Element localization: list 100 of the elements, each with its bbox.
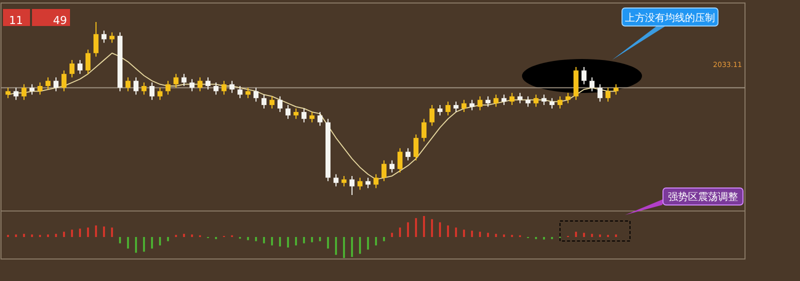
candlestick bbox=[86, 49, 90, 74]
candlestick bbox=[454, 101, 458, 112]
bar bbox=[63, 232, 65, 237]
candlestick bbox=[542, 94, 546, 106]
bar bbox=[399, 228, 401, 237]
bar bbox=[375, 237, 377, 246]
candlestick bbox=[54, 76, 58, 92]
bar bbox=[471, 230, 473, 237]
candlestick bbox=[510, 92, 514, 106]
candlestick bbox=[78, 60, 82, 74]
candlestick bbox=[478, 96, 482, 111]
bar bbox=[415, 218, 417, 237]
bar bbox=[615, 234, 617, 237]
bar bbox=[327, 237, 329, 249]
candlestick bbox=[222, 80, 226, 96]
bar bbox=[23, 234, 25, 237]
bar bbox=[71, 230, 73, 237]
bar bbox=[359, 237, 361, 254]
bar bbox=[143, 237, 145, 252]
candlestick bbox=[566, 92, 570, 104]
candlestick bbox=[494, 94, 498, 108]
candlestick bbox=[174, 73, 178, 88]
bar bbox=[543, 237, 545, 240]
candlestick bbox=[582, 66, 586, 85]
bar bbox=[583, 232, 585, 237]
bar bbox=[135, 237, 137, 253]
annotation: 49 bbox=[53, 14, 67, 27]
candlestick bbox=[318, 111, 322, 126]
candlestick bbox=[286, 104, 290, 120]
bar bbox=[183, 234, 185, 237]
bar bbox=[599, 234, 601, 237]
bar bbox=[447, 225, 449, 237]
candlestick bbox=[534, 94, 538, 108]
bar bbox=[119, 237, 121, 244]
bar bbox=[383, 237, 385, 242]
candlestick bbox=[190, 78, 194, 92]
bar bbox=[431, 219, 433, 237]
bar bbox=[575, 232, 577, 237]
candlestick bbox=[134, 76, 138, 96]
candlestick bbox=[342, 175, 346, 187]
candlestick bbox=[150, 82, 154, 100]
candlestick bbox=[46, 76, 50, 90]
bar bbox=[591, 234, 593, 237]
bar bbox=[351, 237, 353, 257]
candlestick bbox=[158, 87, 162, 100]
candlestick bbox=[30, 84, 34, 96]
candlestick bbox=[246, 87, 250, 99]
bar bbox=[279, 237, 281, 246]
candlestick bbox=[606, 87, 610, 102]
candlestick bbox=[262, 94, 266, 109]
candlestick bbox=[102, 30, 106, 44]
candlestick bbox=[110, 32, 114, 44]
candlestick bbox=[6, 87, 10, 99]
bar bbox=[103, 226, 105, 237]
candlestick bbox=[270, 96, 274, 109]
candlestick bbox=[462, 99, 466, 112]
candlestick bbox=[422, 118, 426, 142]
candlestick bbox=[470, 99, 474, 111]
candlestick bbox=[198, 76, 202, 92]
candlestick bbox=[126, 76, 130, 92]
candlestick bbox=[254, 87, 258, 102]
bar bbox=[191, 234, 193, 237]
bar bbox=[31, 234, 33, 237]
bar bbox=[311, 237, 313, 242]
candlestick bbox=[238, 86, 242, 99]
candlestick bbox=[502, 94, 506, 106]
bar bbox=[127, 237, 129, 249]
text: 强势区震荡调整 bbox=[668, 191, 738, 203]
bar bbox=[111, 228, 113, 237]
bar bbox=[95, 225, 97, 237]
bar bbox=[407, 222, 409, 237]
bar bbox=[151, 237, 153, 249]
candlestick bbox=[142, 82, 146, 96]
bar bbox=[287, 237, 289, 248]
candlestick bbox=[366, 177, 370, 189]
candlestick bbox=[358, 177, 362, 190]
bar bbox=[391, 232, 393, 237]
candlestick bbox=[438, 104, 442, 116]
candlestick bbox=[230, 80, 234, 94]
bar bbox=[455, 228, 457, 237]
candlestick bbox=[350, 175, 354, 196]
candlestick bbox=[166, 80, 170, 96]
bar bbox=[167, 237, 169, 242]
candlestick bbox=[334, 174, 338, 187]
bar bbox=[79, 228, 81, 237]
annotation: 11 bbox=[9, 14, 23, 27]
candlestick bbox=[558, 96, 562, 109]
bar bbox=[159, 237, 161, 246]
candlestick bbox=[94, 22, 98, 58]
bar bbox=[463, 230, 465, 237]
candlestick bbox=[446, 101, 450, 116]
candlestick bbox=[310, 111, 314, 123]
candlestick bbox=[70, 60, 74, 78]
candlestick bbox=[518, 92, 522, 104]
text: 上方没有均线的压制 bbox=[625, 12, 715, 24]
bar bbox=[423, 216, 425, 237]
candlestick bbox=[486, 96, 490, 108]
candlestick bbox=[62, 70, 66, 92]
candlestick bbox=[206, 76, 210, 90]
bar bbox=[495, 234, 497, 237]
